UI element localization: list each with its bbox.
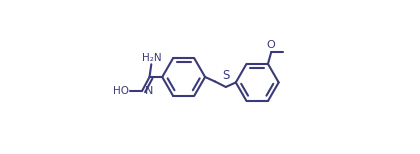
Text: S: S <box>222 69 229 82</box>
Text: O: O <box>267 40 276 50</box>
Text: HO: HO <box>113 86 129 96</box>
Text: H₂N: H₂N <box>142 53 162 63</box>
Text: N: N <box>144 86 153 96</box>
